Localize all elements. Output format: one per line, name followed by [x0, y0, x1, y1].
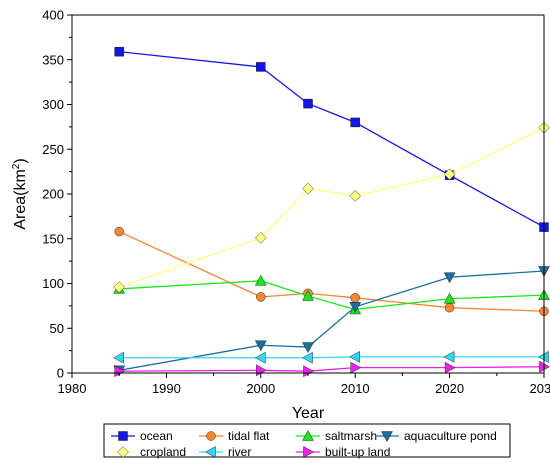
series-cropland: [113, 121, 550, 293]
data-point-river: [254, 351, 266, 364]
data-point-ocean: [303, 98, 313, 109]
series-line-river: [119, 356, 544, 359]
legend-marker: [205, 446, 216, 458]
data-point-tidal-flat: [114, 226, 124, 237]
data-point-tidal-flat: [256, 292, 266, 302]
y-tick-label: 0: [57, 366, 64, 381]
y-tick-label: 350: [42, 52, 64, 67]
legend-item-ocean: ocean: [111, 429, 173, 443]
series-river: [113, 351, 549, 364]
data-point-river: [443, 351, 455, 363]
data-point-saltmarsh: [443, 292, 456, 304]
legend-item-built-up-land: built-up land: [296, 445, 390, 459]
data-point-river: [349, 351, 360, 363]
legend-label: tidal flat: [228, 429, 270, 443]
data-point-aquaculture-pond: [302, 342, 314, 353]
data-point-ocean: [256, 62, 266, 72]
legend-marker: [118, 431, 128, 441]
series-line-built-up-land: [119, 366, 545, 372]
data-point-saltmarsh: [302, 290, 314, 301]
series-saltmarsh: [113, 274, 550, 315]
legend-marker: [206, 431, 216, 441]
series-built-up-land: [114, 360, 550, 378]
x-tick-label: 2000: [246, 381, 275, 396]
legend-item-river: river: [199, 445, 251, 459]
plot-area: [113, 46, 550, 378]
legend-marker: [117, 446, 129, 458]
data-point-river: [302, 351, 313, 364]
data-point-tidal-flat: [350, 293, 360, 303]
data-point-saltmarsh: [254, 274, 267, 286]
x-tick-label: 1990: [152, 381, 181, 396]
data-point-cropland: [443, 168, 456, 181]
legend-marker: [381, 431, 393, 442]
x-tick-label: 2020: [435, 381, 464, 396]
legend-marker: [302, 430, 314, 441]
y-tick-label: 150: [42, 231, 64, 246]
x-tick-label: 1980: [58, 381, 87, 396]
series-line-saltmarsh: [119, 280, 545, 311]
legend-label: ocean: [140, 429, 173, 443]
series-line-tidal-flat: [118, 230, 545, 312]
data-point-aquaculture-pond: [443, 272, 456, 284]
series-aquaculture-pond: [113, 266, 550, 377]
y-tick-label: 100: [42, 276, 64, 291]
x-axis: 1980 1990 2000 2010 2020 2030: [58, 373, 550, 396]
data-point-cropland: [302, 182, 314, 195]
y-axis-title: Area(km2): [11, 158, 29, 229]
legend-label: built-up land: [325, 445, 390, 459]
legend-item-cropland: cropland: [111, 445, 186, 459]
data-point-aquaculture-pond: [254, 340, 267, 352]
legend-item-aquaculture-pond: aquaculture pond: [375, 429, 497, 443]
series-line-aquaculture-pond: [119, 270, 545, 371]
data-point-river: [113, 351, 124, 364]
legend-item-tidal-flat: tidal flat: [199, 429, 270, 443]
legend-label: cropland: [140, 445, 186, 459]
y-tick-label: 250: [42, 142, 64, 157]
x-axis-title: Year: [292, 405, 325, 422]
data-point-ocean: [114, 46, 124, 57]
data-point-aquaculture-pond: [349, 302, 362, 313]
y-tick-label: 300: [42, 97, 64, 112]
y-tick-label: 200: [42, 187, 64, 202]
series-line-ocean: [119, 51, 545, 228]
data-point-built-up-land: [350, 361, 362, 374]
y-tick-label: 400: [42, 8, 64, 23]
data-point-ocean: [350, 117, 360, 128]
data-point-built-up-land: [444, 361, 456, 374]
series-line-cropland: [118, 127, 545, 288]
series-ocean: [114, 46, 549, 232]
data-point-tidal-flat: [444, 302, 455, 313]
legend-label: river: [228, 445, 251, 459]
data-point-cropland: [255, 232, 267, 244]
legend-label: saltmarsh: [325, 429, 377, 443]
y-tick-label: 50: [50, 321, 64, 336]
legend-item-saltmarsh: saltmarsh: [296, 429, 377, 443]
x-tick-label: 2030: [530, 381, 550, 396]
data-point-cropland: [349, 190, 361, 202]
x-tick-label: 2010: [341, 381, 370, 396]
legend-marker: [303, 446, 314, 458]
data-point-cropland: [113, 281, 125, 293]
y-axis: 0 50 100 150 200 250 300 350 400: [42, 8, 72, 381]
legend: ocean tidal flat saltmarsh aquaculture pond…: [103, 423, 511, 459]
legend-label: aquaculture pond: [404, 429, 497, 443]
